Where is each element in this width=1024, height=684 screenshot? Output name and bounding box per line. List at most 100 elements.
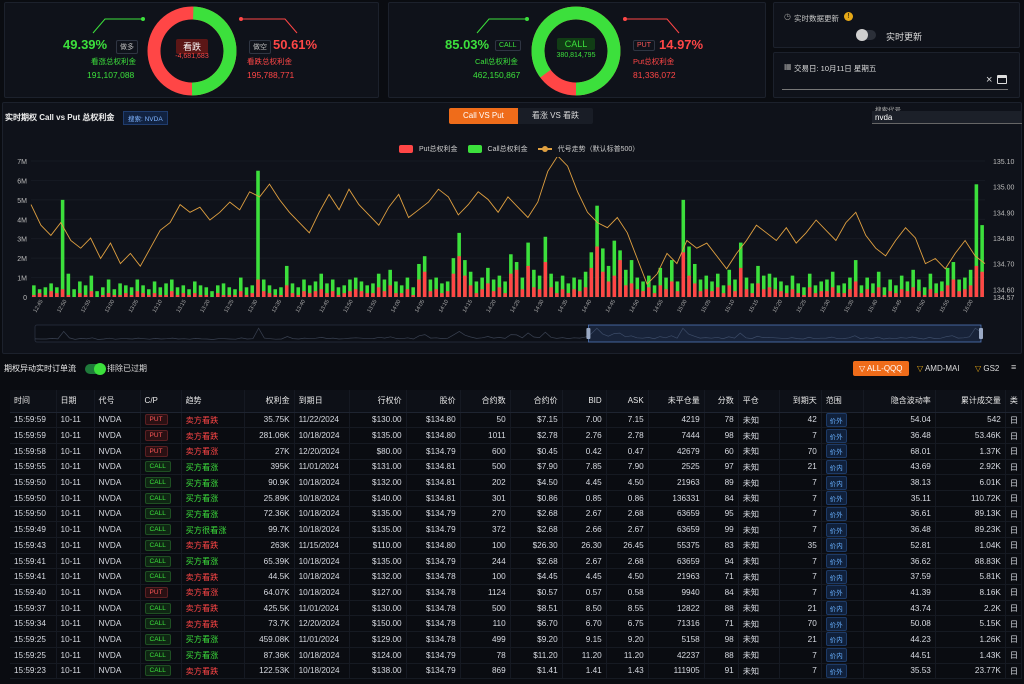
put-bar[interactable] [882,295,887,297]
put-bar[interactable] [635,289,640,297]
realtime-toggle[interactable] [856,29,876,41]
call-bar[interactable] [572,277,576,297]
filter-gs2-button[interactable]: ▽ GS2 [969,361,1005,376]
call-bar[interactable] [101,287,105,297]
put-bar[interactable] [66,295,71,297]
put-bar[interactable] [307,293,312,297]
call-bar[interactable] [399,285,404,297]
call-bar[interactable] [376,273,381,297]
call-bar[interactable] [606,265,611,297]
table-row[interactable]: 15:59:59 10-11 NVDA PUT 卖方看跌 35.75K 11/22/2024… [10,412,1022,429]
put-bar[interactable] [917,291,921,297]
call-bar[interactable] [164,283,168,297]
call-bar[interactable] [876,271,881,297]
put-bar[interactable] [687,275,691,297]
put-bar[interactable] [221,295,226,297]
call-bar[interactable] [348,279,352,297]
put-bar[interactable] [187,295,191,297]
put-bar[interactable] [911,287,915,297]
table-row[interactable]: 15:59:59 10-11 NVDA PUT 卖方看跌 281.06K 10/18/202… [10,427,1022,444]
call-bar[interactable] [761,275,766,297]
put-bar[interactable] [761,289,766,297]
put-bar[interactable] [147,295,151,297]
call-bar[interactable] [652,285,657,297]
put-bar[interactable] [549,287,553,297]
put-bar[interactable] [49,291,53,297]
call-bar[interactable] [95,291,99,297]
call-bar[interactable] [158,287,163,297]
call-bar[interactable] [733,279,737,297]
put-bar[interactable] [842,293,846,297]
put-bar[interactable] [83,295,88,297]
call-bar[interactable] [790,275,795,297]
put-bar[interactable] [227,295,232,297]
call-bar[interactable] [922,287,927,297]
call-bar[interactable] [273,289,278,297]
column-header[interactable]: C/P [140,390,182,413]
call-bar[interactable] [491,279,496,297]
call-bar[interactable] [72,289,76,297]
column-header[interactable]: 隐含波动率 [863,390,936,413]
table-row[interactable]: 15:59:43 10-11 NVDA CALL 卖方看跌 263K 11/15/2024 $… [10,537,1022,554]
table-row[interactable]: 15:59:58 10-11 NVDA PUT 卖方看涨 27K 12/20/2024 $80… [10,443,1022,460]
call-bar[interactable] [756,265,760,297]
call-bar[interactable] [434,277,438,297]
put-bar[interactable] [175,295,180,297]
column-header[interactable]: 趋势 [181,390,245,413]
column-header[interactable]: 行权价 [349,390,407,413]
call-bar[interactable] [336,287,341,297]
call-bar[interactable] [911,269,915,297]
table-row[interactable]: 15:59:23 10-11 NVDA CALL 卖方看跌 122.53K 10/18/20… [10,663,1022,680]
call-bar[interactable] [503,281,507,297]
call-bar[interactable] [302,279,306,297]
call-bar[interactable] [181,285,186,297]
call-bar[interactable] [313,281,318,297]
call-bar[interactable] [802,287,806,297]
put-bar[interactable] [583,287,588,297]
call-bar[interactable] [842,283,846,297]
calendar-picker-icon[interactable] [997,75,1007,84]
call-bar[interactable] [118,283,122,297]
call-bar[interactable] [215,285,220,297]
put-bar[interactable] [313,291,318,297]
call-bar[interactable] [928,273,933,297]
call-bar[interactable] [830,271,835,297]
call-bar[interactable] [859,285,864,297]
clear-icon[interactable]: × [986,74,993,86]
call-bar[interactable] [963,277,967,297]
call-bar[interactable] [750,283,755,297]
call-bar[interactable] [112,289,117,297]
put-bar[interactable] [934,293,938,297]
column-header[interactable]: 平仓 [738,390,780,413]
put-bar[interactable] [894,293,898,297]
put-bar[interactable] [555,293,559,297]
put-bar[interactable] [503,293,507,297]
put-bar[interactable] [440,293,444,297]
put-bar[interactable] [382,291,387,297]
call-bar[interactable] [497,275,502,297]
call-bar[interactable] [405,277,410,297]
column-header[interactable]: 未平仓量 [648,390,705,413]
call-bar[interactable] [796,283,801,297]
call-bar[interactable] [807,273,812,297]
put-bar[interactable] [365,293,369,297]
put-bar[interactable] [629,283,634,297]
put-bar[interactable] [474,293,479,297]
put-bar[interactable] [353,289,358,297]
put-bar[interactable] [796,293,801,297]
put-bar[interactable] [290,293,295,297]
put-bar[interactable] [738,267,743,297]
table-row[interactable]: 15:59:25 10-11 NVDA CALL 买方看涨 459.08K 11/01/20… [10,631,1022,648]
put-bar[interactable] [836,293,841,297]
call-bar[interactable] [710,281,714,297]
put-bar[interactable] [980,271,984,297]
put-bar[interactable] [342,293,346,297]
put-bar[interactable] [790,289,795,297]
put-bar[interactable] [376,287,381,297]
call-bar[interactable] [394,281,398,297]
call-bar[interactable] [284,265,289,297]
put-bar[interactable] [572,289,576,297]
put-bar[interactable] [756,283,760,297]
put-bar[interactable] [652,293,657,297]
call-bar[interactable] [940,281,944,297]
